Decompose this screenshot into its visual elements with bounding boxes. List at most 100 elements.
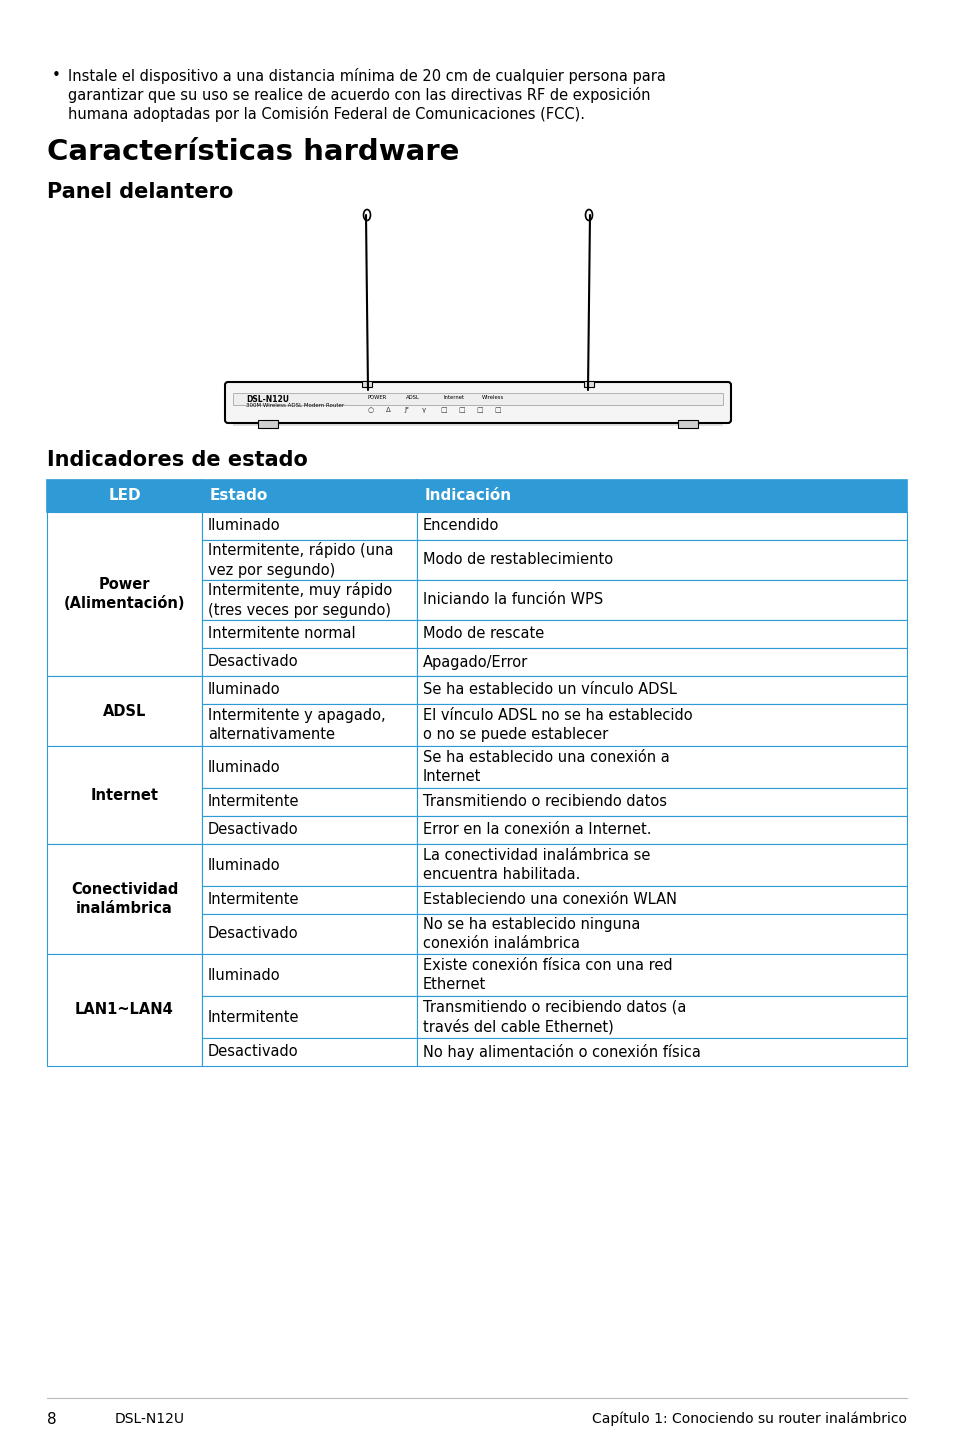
Text: Δ: Δ	[386, 407, 391, 413]
Text: Internet: Internet	[91, 788, 158, 802]
Bar	[202, 541, 416, 580]
Text: Indicadores de estado: Indicadores de estado	[47, 450, 308, 470]
Bar	[202, 815, 416, 844]
FancyBboxPatch shape	[233, 420, 722, 426]
Text: Transmitiendo o recibiendo datos: Transmitiendo o recibiendo datos	[422, 795, 666, 810]
Text: Panel delantero: Panel delantero	[47, 183, 233, 201]
Bar	[47, 480, 202, 512]
Bar	[202, 480, 416, 512]
Text: ADSL: ADSL	[406, 395, 419, 400]
Text: Iluminado: Iluminado	[208, 759, 280, 775]
Text: DSL-N12U: DSL-N12U	[246, 395, 289, 404]
Bar	[416, 512, 906, 541]
Text: Power
(Alimentación): Power (Alimentación)	[64, 577, 185, 611]
Text: Intermitente y apagado,
alternativamente: Intermitente y apagado, alternativamente	[208, 707, 385, 742]
Bar	[202, 844, 416, 886]
Text: Error en la conexión a Internet.: Error en la conexión a Internet.	[422, 823, 651, 837]
Bar	[416, 953, 906, 997]
Bar	[202, 512, 416, 541]
Bar	[416, 997, 906, 1038]
Text: Intermitente, rápido (una
vez por segundo): Intermitente, rápido (una vez por segund…	[208, 542, 393, 578]
Bar	[202, 953, 416, 997]
Bar	[416, 746, 906, 788]
Text: Estableciendo una conexión WLAN: Estableciendo una conexión WLAN	[422, 893, 677, 907]
Text: Modo de rescate: Modo de rescate	[422, 627, 543, 641]
Text: LED: LED	[108, 489, 141, 503]
Bar	[361, 381, 372, 387]
Text: □: □	[476, 407, 482, 413]
Text: Intermitente: Intermitente	[208, 1009, 299, 1024]
Bar	[47, 676, 202, 746]
Bar	[202, 580, 416, 620]
Text: Iluminado: Iluminado	[208, 968, 280, 982]
Bar	[47, 953, 202, 1066]
Bar	[416, 886, 906, 915]
Bar	[416, 676, 906, 705]
Text: ADSL: ADSL	[103, 703, 146, 719]
Text: Iluminado: Iluminado	[208, 519, 280, 533]
Text: El vínculo ADSL no se ha establecido
o no se puede establecer: El vínculo ADSL no se ha establecido o n…	[422, 707, 692, 742]
Text: Wireless: Wireless	[481, 395, 504, 400]
Bar	[416, 844, 906, 886]
Text: Desactivado: Desactivado	[208, 823, 298, 837]
Bar	[202, 676, 416, 705]
Text: No se ha establecido ninguna
conexión inalámbrica: No se ha establecido ninguna conexión in…	[422, 917, 639, 951]
Text: DSL-N12U: DSL-N12U	[115, 1412, 185, 1426]
Bar	[416, 620, 906, 649]
Text: Iluminado: Iluminado	[208, 857, 280, 873]
Text: Internet: Internet	[443, 395, 465, 400]
Text: LAN1~LAN4: LAN1~LAN4	[75, 1002, 173, 1018]
Text: Desactivado: Desactivado	[208, 926, 298, 942]
Text: humana adoptadas por la Comisión Federal de Comunicaciones (FCC).: humana adoptadas por la Comisión Federal…	[68, 106, 584, 122]
Text: 300M Wireless ADSL Modem Router: 300M Wireless ADSL Modem Router	[246, 403, 344, 408]
Bar	[47, 512, 202, 676]
Bar	[202, 997, 416, 1038]
Ellipse shape	[585, 210, 592, 220]
FancyBboxPatch shape	[225, 383, 730, 423]
Bar	[678, 420, 698, 429]
Text: γ: γ	[421, 407, 426, 413]
Text: □: □	[457, 407, 464, 413]
Text: La conectividad inalámbrica se
encuentra habilitada.: La conectividad inalámbrica se encuentra…	[422, 848, 650, 881]
Bar	[202, 915, 416, 953]
Text: Se ha establecido un vínculo ADSL: Se ha establecido un vínculo ADSL	[422, 683, 677, 697]
Bar	[416, 649, 906, 676]
Text: ○: ○	[368, 407, 374, 413]
Bar	[202, 746, 416, 788]
Text: •: •	[52, 68, 61, 83]
Text: Intermitente, muy rápido
(tres veces por segundo): Intermitente, muy rápido (tres veces por…	[208, 582, 392, 617]
Text: No hay alimentación o conexión física: No hay alimentación o conexión física	[422, 1044, 700, 1060]
Bar	[416, 541, 906, 580]
Text: Intermitente normal: Intermitente normal	[208, 627, 355, 641]
Text: □: □	[494, 407, 500, 413]
Text: □: □	[439, 407, 446, 413]
Text: POWER: POWER	[368, 395, 387, 400]
Text: Conectividad
inalámbrica: Conectividad inalámbrica	[71, 881, 178, 916]
Bar	[202, 788, 416, 815]
Bar	[416, 788, 906, 815]
Bar	[257, 420, 277, 429]
Text: Características hardware: Características hardware	[47, 138, 459, 165]
Text: Transmitiendo o recibiendo datos (a
través del cable Ethernet): Transmitiendo o recibiendo datos (a trav…	[422, 999, 685, 1034]
Text: Se ha establecido una conexión a
Internet: Se ha establecido una conexión a Interne…	[422, 749, 669, 784]
Bar	[416, 815, 906, 844]
Text: Encendido: Encendido	[422, 519, 498, 533]
Text: Intermitente: Intermitente	[208, 893, 299, 907]
Bar	[416, 1038, 906, 1066]
Text: Indicación: Indicación	[424, 489, 512, 503]
Text: Existe conexión física con una red
Ethernet: Existe conexión física con una red Ether…	[422, 958, 672, 992]
Text: Iniciando la función WPS: Iniciando la función WPS	[422, 592, 602, 607]
Text: 8: 8	[47, 1412, 56, 1426]
Text: garantizar que su uso se realice de acuerdo con las directivas RF de exposición: garantizar que su uso se realice de acue…	[68, 88, 650, 104]
Text: Estado: Estado	[210, 489, 268, 503]
Text: Iluminado: Iluminado	[208, 683, 280, 697]
Bar	[202, 620, 416, 649]
Text: Capítulo 1: Conociendo su router inalámbrico: Capítulo 1: Conociendo su router inalámb…	[592, 1412, 906, 1426]
Bar	[583, 381, 594, 387]
Ellipse shape	[363, 210, 370, 220]
Text: Desactivado: Desactivado	[208, 1044, 298, 1060]
Text: Apagado/Error: Apagado/Error	[422, 654, 528, 670]
Bar	[47, 746, 202, 844]
Text: Modo de restablecimiento: Modo de restablecimiento	[422, 552, 613, 568]
Bar	[202, 1038, 416, 1066]
